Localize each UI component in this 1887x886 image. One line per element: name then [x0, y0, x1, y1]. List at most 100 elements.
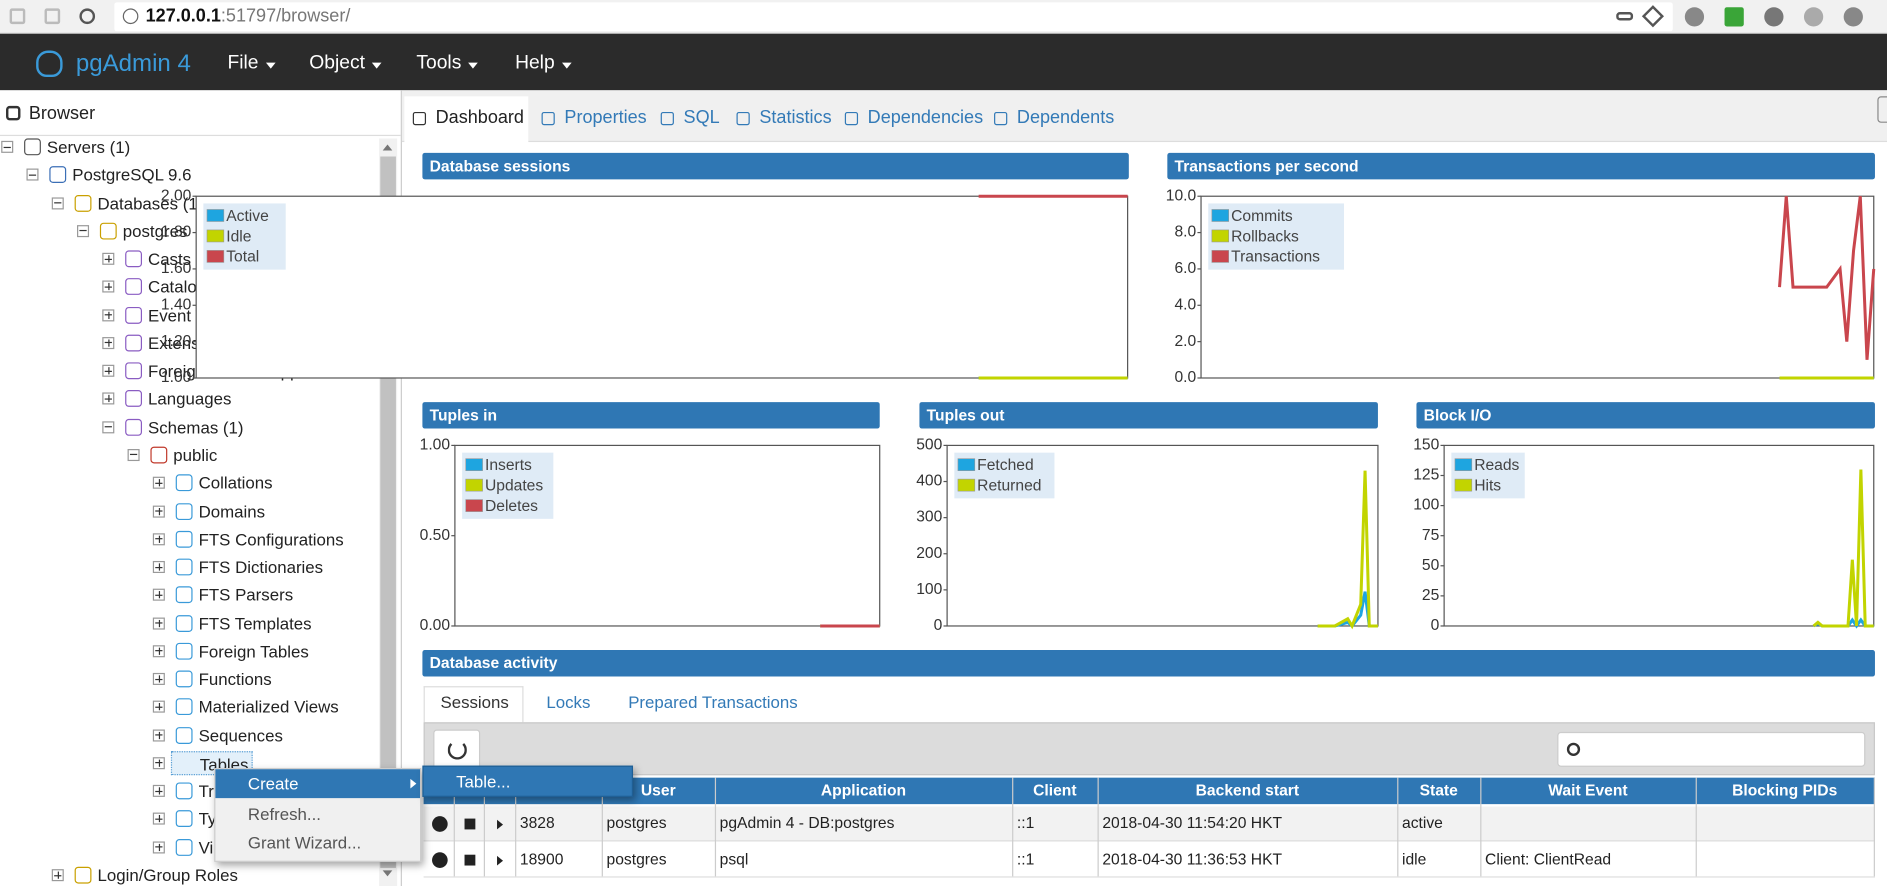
extension-icon[interactable]: [1803, 7, 1824, 27]
tree-item[interactable]: FTS Dictionaries: [198, 557, 324, 577]
subtab[interactable]: Sessions: [440, 692, 509, 712]
y-tick-label: 50: [1422, 557, 1440, 574]
panel-header: [919, 402, 1378, 429]
tree-toggle[interactable]: [152, 729, 165, 742]
tab[interactable]: SQL: [683, 107, 720, 128]
toggle-plus: [158, 759, 160, 767]
tree-toggle[interactable]: [152, 701, 165, 714]
y-tick-label: 300: [916, 509, 942, 526]
panel-button: [1877, 96, 1887, 123]
toggle-minus: [104, 426, 112, 428]
tree-toggle[interactable]: [102, 308, 115, 321]
back-button[interactable]: [9, 8, 26, 25]
context-menu-item[interactable]: Create: [247, 774, 299, 794]
tree-item[interactable]: Foreign Tables: [198, 641, 309, 661]
activity-header: [422, 650, 1875, 677]
tree-toggle[interactable]: [152, 841, 165, 854]
tree-item[interactable]: public: [173, 445, 218, 465]
extension-icon[interactable]: [1684, 7, 1705, 27]
subtab[interactable]: Locks: [546, 692, 591, 712]
menu-item[interactable]: Tools: [416, 51, 480, 77]
tab[interactable]: Statistics: [759, 107, 832, 128]
extension-icon[interactable]: [1764, 7, 1784, 27]
legend-swatch: [206, 229, 225, 243]
tree-item[interactable]: Materialized Views: [198, 697, 339, 717]
tree-toggle[interactable]: [127, 448, 140, 462]
tree-item[interactable]: Sequences: [198, 725, 283, 745]
refresh-button[interactable]: [433, 729, 481, 771]
tree-item[interactable]: Login/Group Roles: [97, 865, 238, 885]
tree-toggle[interactable]: [77, 224, 90, 237]
context-menu-item[interactable]: Refresh...: [247, 804, 321, 824]
tree-toggle[interactable]: [152, 589, 165, 602]
tree-item[interactable]: Languages: [148, 389, 232, 409]
menu-item[interactable]: File: [227, 51, 277, 77]
tab[interactable]: Properties: [564, 107, 647, 128]
tree-toggle[interactable]: [1, 140, 14, 153]
tree-toggle[interactable]: [152, 813, 165, 826]
terminate-button[interactable]: [464, 818, 476, 830]
tree-toggle[interactable]: [152, 533, 165, 546]
forward-button[interactable]: [44, 8, 61, 25]
tree-toggle[interactable]: [152, 645, 165, 658]
toggle-plus: [158, 647, 160, 655]
cancel-query-button[interactable]: [432, 816, 448, 832]
tab[interactable]: Dependencies: [867, 107, 984, 128]
table-cell: 2018-04-30 11:54:20 HKT: [1102, 813, 1283, 832]
tree-toggle[interactable]: [102, 252, 115, 265]
tree-toggle[interactable]: [102, 392, 115, 405]
extension-icon[interactable]: [1724, 7, 1744, 27]
tree-item[interactable]: Functions: [198, 669, 272, 689]
tree-toggle[interactable]: [152, 476, 165, 490]
series-line: [1812, 469, 1874, 628]
tree-toggle[interactable]: [51, 869, 64, 882]
tree-item[interactable]: FTS Configurations: [198, 529, 344, 549]
column-header: Client: [1033, 781, 1077, 800]
search-box[interactable]: [1557, 731, 1866, 767]
tree-toggle[interactable]: [152, 785, 165, 798]
tree-toggle[interactable]: [152, 504, 165, 518]
submenu-item[interactable]: Table...: [456, 771, 511, 791]
toggle-plus: [107, 311, 109, 319]
tree-toggle[interactable]: [26, 168, 39, 181]
extension-icon[interactable]: [1843, 7, 1863, 27]
tree-item[interactable]: FTS Templates: [198, 613, 312, 633]
terminate-button[interactable]: [464, 854, 476, 866]
key-icon: [1616, 12, 1634, 21]
tree-toggle[interactable]: [152, 617, 165, 630]
tree-item[interactable]: Schemas (1): [148, 417, 244, 437]
tree-item[interactable]: Domains: [198, 501, 266, 521]
toggle-plus: [158, 535, 160, 543]
tree-toggle[interactable]: [102, 420, 115, 433]
tree-toggle[interactable]: [152, 673, 165, 686]
chart-title: Tuples out: [927, 408, 1006, 425]
tree-item[interactable]: Tr: [198, 781, 214, 801]
tree-item[interactable]: Casts: [148, 249, 192, 269]
subtab[interactable]: Prepared Transactions: [628, 692, 798, 712]
tree-item[interactable]: Ty: [198, 809, 217, 829]
tab[interactable]: Dependents: [1016, 107, 1115, 128]
tree-toggle[interactable]: [152, 757, 165, 770]
tree-item[interactable]: FTS Parsers: [198, 585, 294, 605]
tree-toggle[interactable]: [152, 561, 165, 574]
plot-area: [195, 195, 1129, 379]
menu-item[interactable]: Object: [309, 51, 384, 77]
address-field[interactable]: 127.0.0.1:51797/browser/: [114, 2, 1673, 32]
tree-toggle[interactable]: [51, 196, 64, 209]
column-header: State: [1419, 781, 1458, 800]
context-menu-item[interactable]: Grant Wizard...: [247, 833, 362, 853]
tree-toggle[interactable]: [102, 280, 115, 293]
tree-item[interactable]: postgres: [122, 221, 188, 241]
reload-button[interactable]: [79, 8, 96, 25]
tree-item[interactable]: Servers (1): [46, 137, 131, 157]
tree-item[interactable]: Vi: [198, 837, 214, 857]
tree-item[interactable]: PostgreSQL 9.6: [72, 165, 192, 185]
tab[interactable]: Dashboard: [435, 107, 524, 128]
tree-item[interactable]: Databases (1): [97, 193, 204, 213]
cancel-query-button[interactable]: [432, 852, 448, 868]
tree-toggle[interactable]: [102, 336, 115, 349]
legend-swatch: [465, 478, 483, 492]
tree-item[interactable]: Collations: [198, 473, 273, 493]
menu-item[interactable]: Help: [515, 51, 574, 77]
tree-toggle[interactable]: [102, 364, 115, 377]
